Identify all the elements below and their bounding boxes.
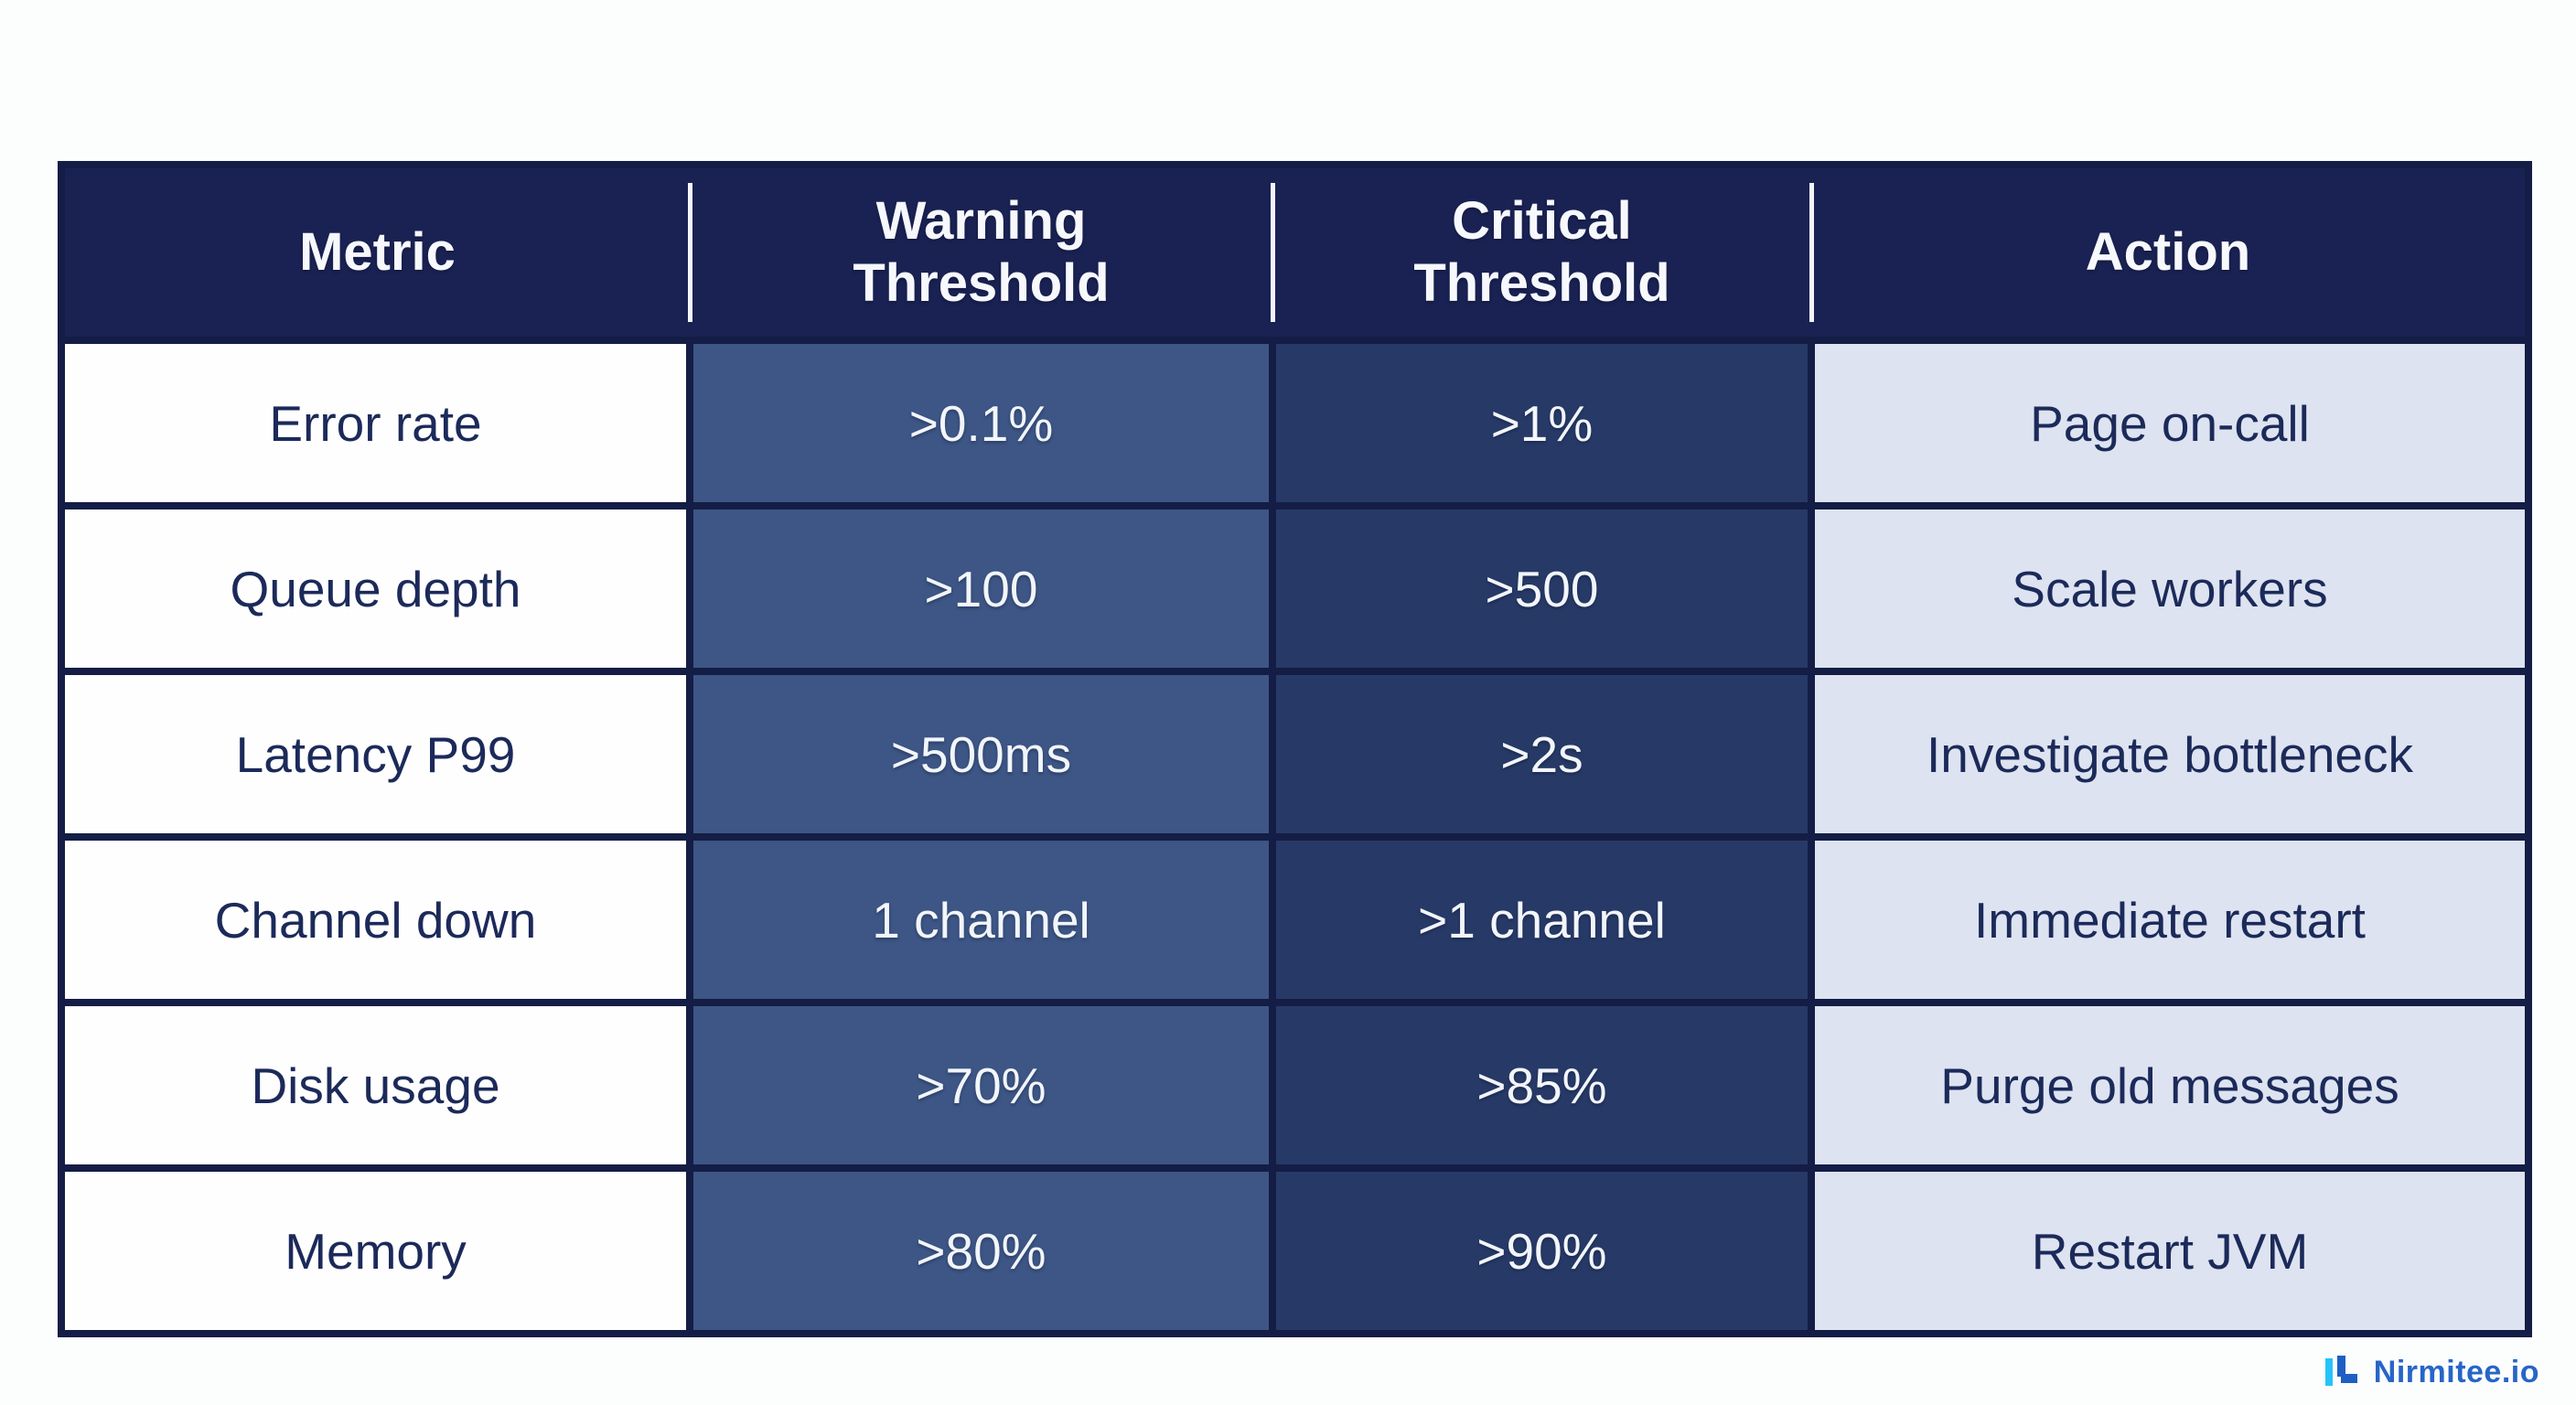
cell-critical: >90% [1269, 1164, 1815, 1337]
header-warning-threshold: Warning Threshold [690, 165, 1275, 344]
nirmitee-logo-text: Nirmitee.io [2373, 1354, 2539, 1389]
header-critical-threshold: Critical Threshold [1272, 165, 1814, 344]
cell-action: Scale workers [1808, 502, 2532, 675]
header-metric: Metric [61, 165, 690, 344]
table-row: Memory >80% >90% Restart JVM [58, 1164, 2532, 1337]
table-header-row: Metric Warning Threshold Critical Thresh… [61, 165, 2528, 344]
nirmitee-logo-icon [2324, 1356, 2357, 1386]
table-row: Latency P99 >500ms >2s Investigate bottl… [58, 668, 2532, 841]
alert-thresholds-table: Metric Warning Threshold Critical Thresh… [58, 161, 2532, 1337]
cell-warning: >80% [686, 1164, 1276, 1337]
cell-metric: Queue depth [58, 502, 693, 675]
nirmitee-logo: Nirmitee.io [2323, 1354, 2539, 1390]
cell-warning: >0.1% [686, 337, 1276, 509]
cell-metric: Disk usage [58, 999, 693, 1172]
cell-metric: Memory [58, 1164, 693, 1337]
cell-critical: >1 channel [1269, 833, 1815, 1006]
cell-critical: >500 [1269, 502, 1815, 675]
cell-action: Page on-call [1808, 337, 2532, 509]
cell-action: Investigate bottleneck [1808, 668, 2532, 841]
cell-action: Purge old messages [1808, 999, 2532, 1172]
table-row: Queue depth >100 >500 Scale workers [58, 502, 2532, 675]
cell-metric: Error rate [58, 337, 693, 509]
header-action: Action [1811, 165, 2528, 344]
cell-critical: >2s [1269, 668, 1815, 841]
table-row: Channel down 1 channel >1 channel Immedi… [58, 833, 2532, 1006]
cell-action: Immediate restart [1808, 833, 2532, 1006]
cell-metric: Latency P99 [58, 668, 693, 841]
cell-warning: >500ms [686, 668, 1276, 841]
cell-critical: >1% [1269, 337, 1815, 509]
cell-warning: >100 [686, 502, 1276, 675]
cell-metric: Channel down [58, 833, 693, 1006]
table-row: Error rate >0.1% >1% Page on-call [58, 337, 2532, 509]
cell-warning: >70% [686, 999, 1276, 1172]
table-row: Disk usage >70% >85% Purge old messages [58, 999, 2532, 1172]
cell-action: Restart JVM [1808, 1164, 2532, 1337]
cell-critical: >85% [1269, 999, 1815, 1172]
cell-warning: 1 channel [686, 833, 1276, 1006]
